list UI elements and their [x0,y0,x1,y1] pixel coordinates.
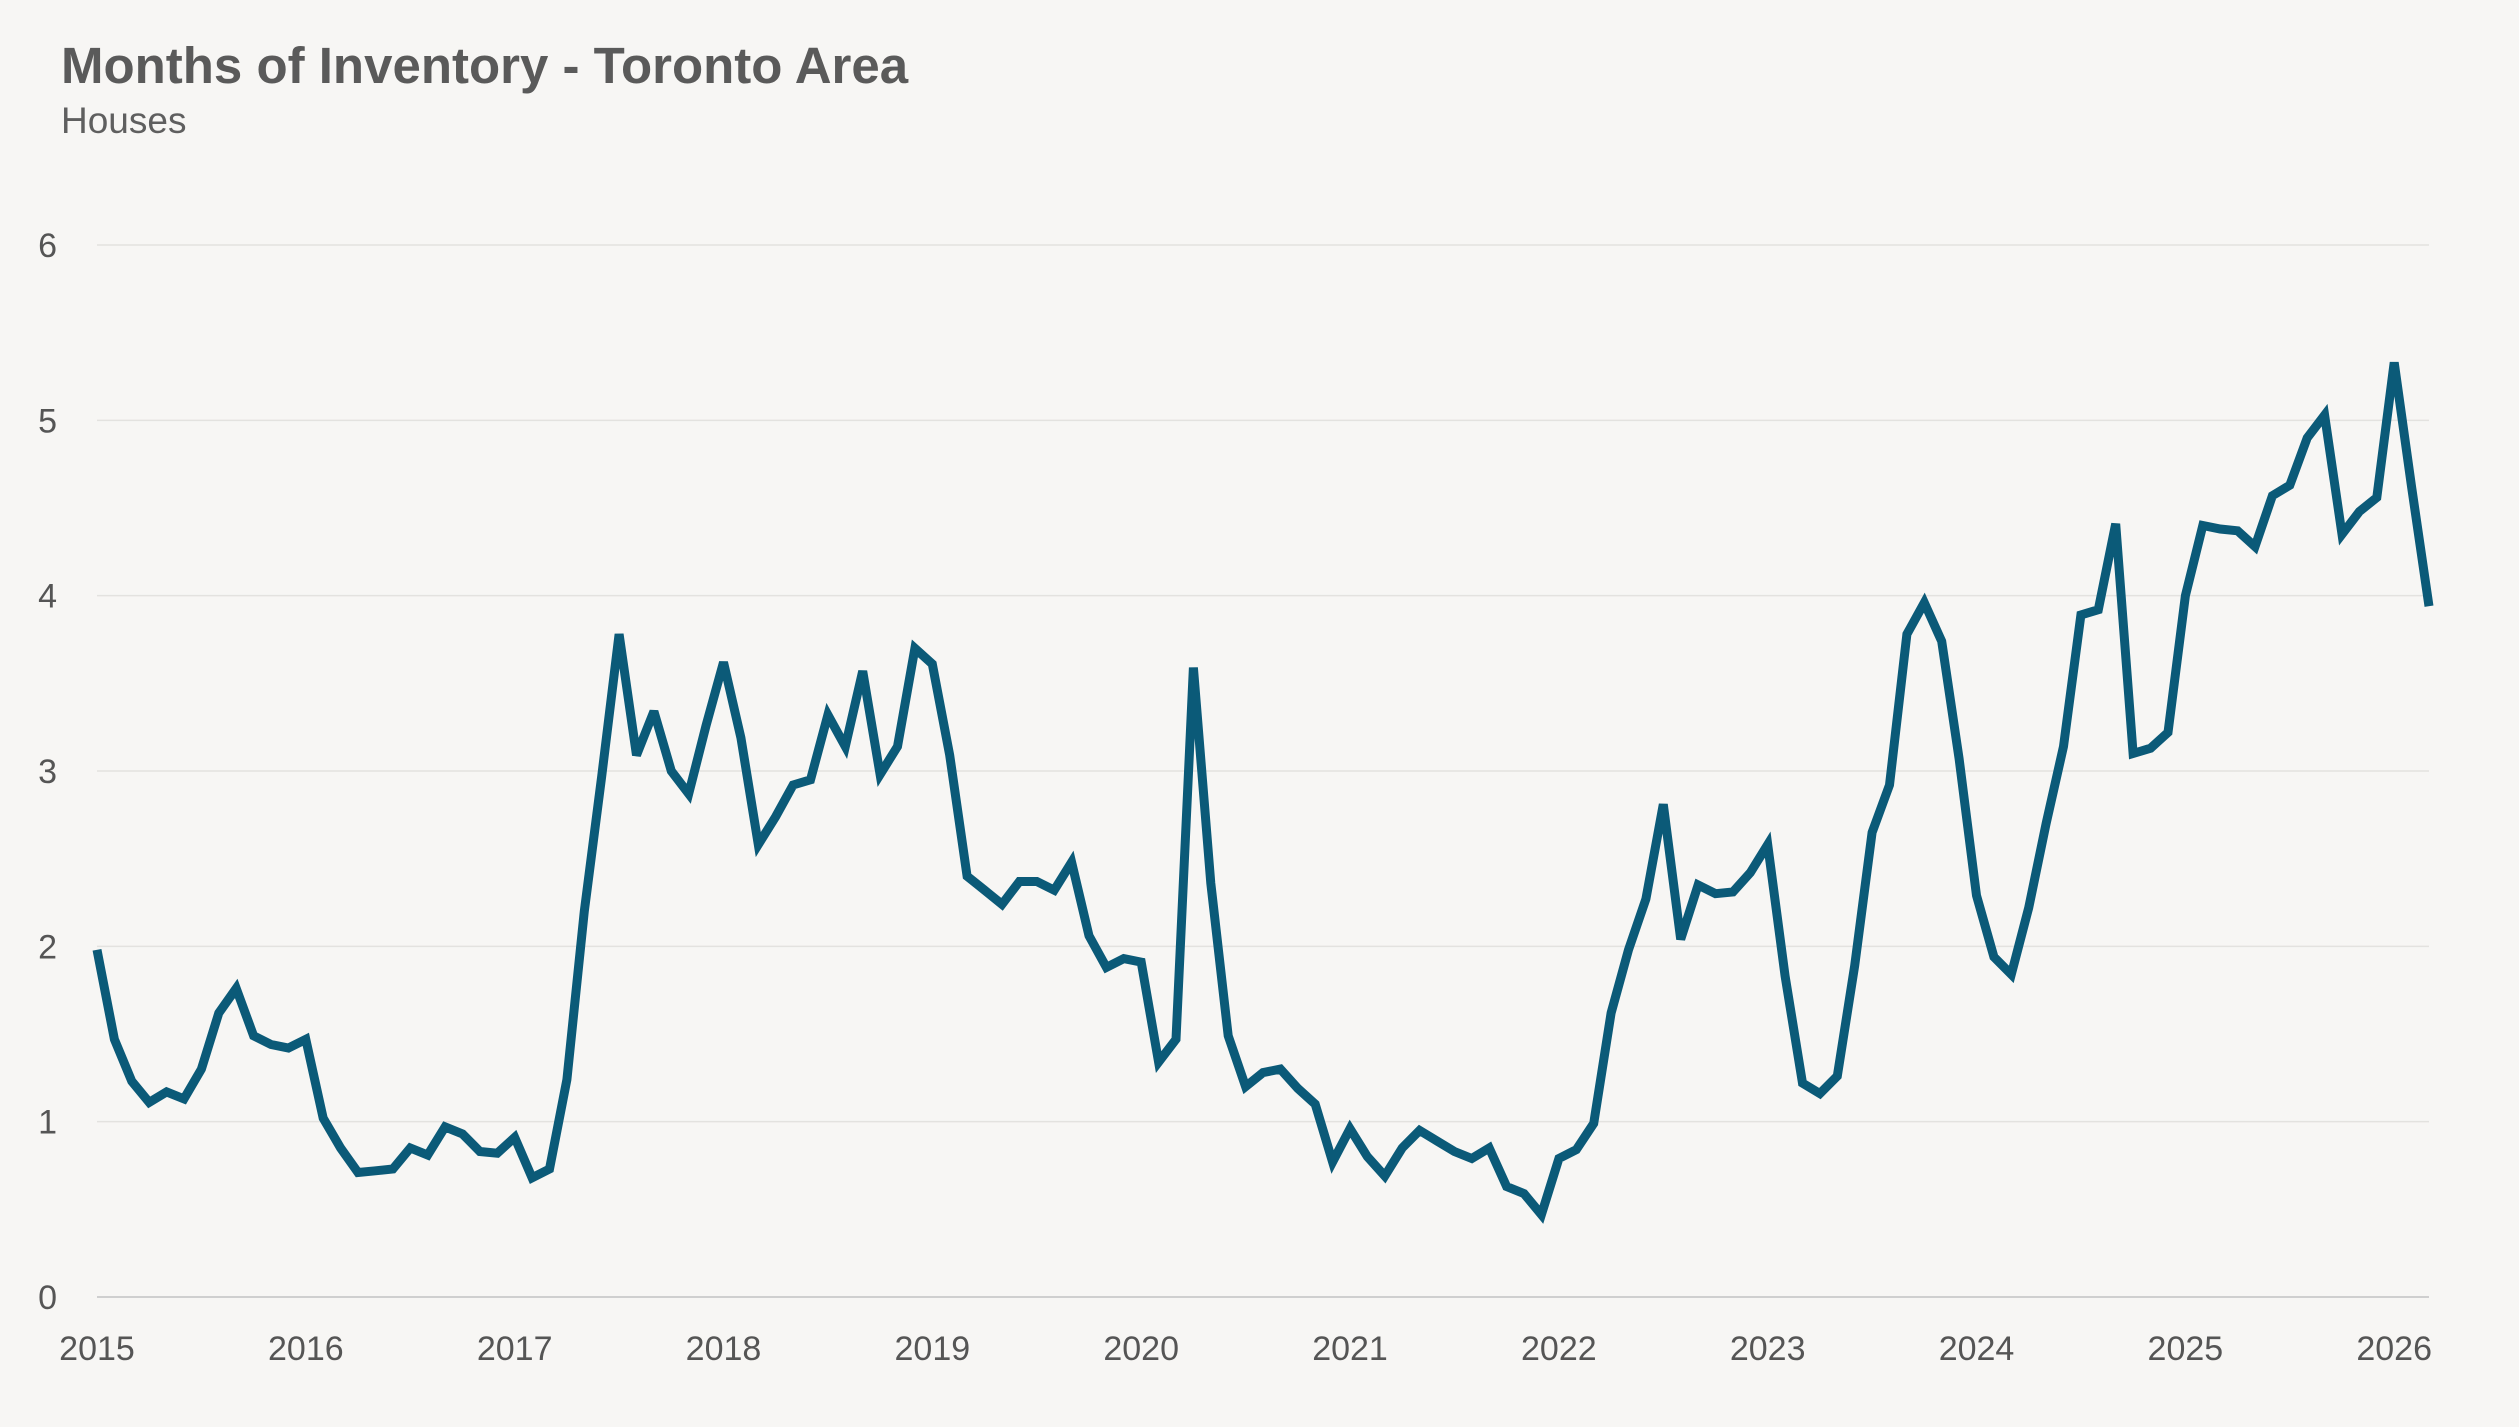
series-line [92,361,2434,1224]
y-tick-label: 1 [38,1104,57,1142]
y-tick-label: 2 [38,928,57,966]
gridlines [97,244,2429,1298]
x-tick-label: 2023 [1730,1330,1806,1368]
y-tick-label: 3 [38,753,57,791]
chart-title: Months of Inventory - Toronto Area [61,37,909,94]
series-group [92,361,2434,1224]
x-tick-label: 2022 [1521,1330,1597,1368]
x-tick-label: 2021 [1312,1330,1388,1368]
x-tick-label: 2016 [268,1330,344,1368]
y-tick-label: 6 [38,227,57,265]
x-tick-label: 2018 [686,1330,762,1368]
y-axis: 0 1 2 3 4 5 6 [38,227,57,1317]
y-tick-label: 4 [38,578,57,616]
x-tick-label: 2020 [1103,1330,1179,1368]
x-tick-label: 2019 [895,1330,971,1368]
x-tick-label: 2026 [2356,1330,2432,1368]
y-tick-label: 0 [38,1279,57,1317]
x-axis: 2015 2016 2017 2018 2019 2020 2021 2022 2023 2024… [59,1330,2432,1368]
x-tick-label: 2015 [59,1330,135,1368]
x-tick-label: 2024 [1939,1330,2015,1368]
y-tick-label: 5 [38,402,57,440]
chart-subtitle: Houses [61,100,187,141]
x-tick-label: 2017 [477,1330,553,1368]
x-tick-label: 2025 [2148,1330,2224,1368]
